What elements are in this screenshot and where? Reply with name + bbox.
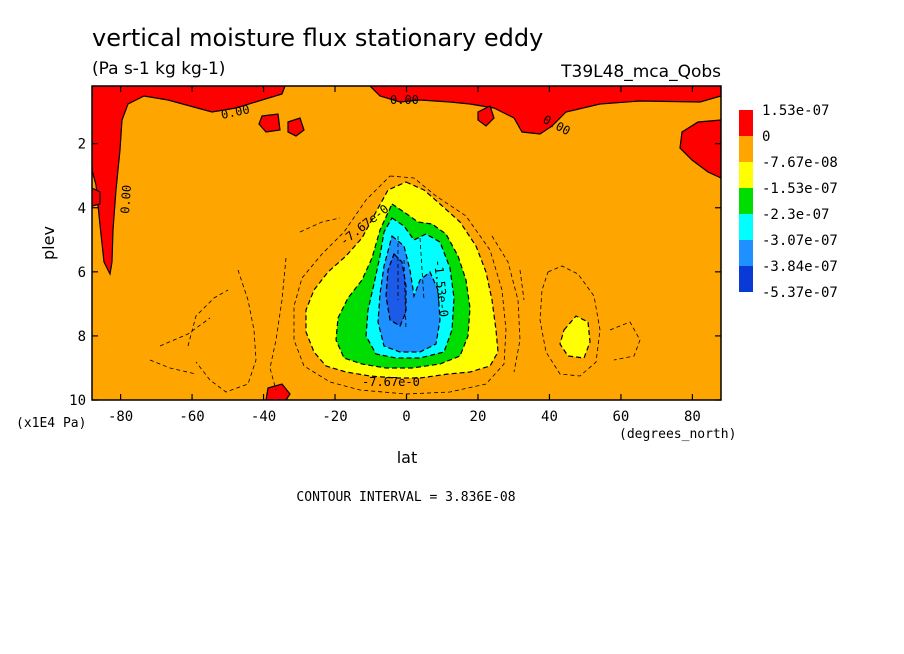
x-axis-label: lat xyxy=(397,448,418,467)
contour-line xyxy=(397,236,425,331)
positive-region xyxy=(369,86,721,135)
x-tick-label: -80 xyxy=(108,409,133,425)
x-tick-label: 40 xyxy=(541,409,558,425)
legend-swatch xyxy=(739,188,753,214)
legend-label: 0 xyxy=(762,129,770,145)
legend-swatch xyxy=(739,266,753,292)
contour-label: 0.00 xyxy=(390,93,419,107)
legend-label: -2.3e-07 xyxy=(762,207,829,223)
chart-title: vertical moisture flux stationary eddy xyxy=(92,24,543,52)
positive-region xyxy=(265,383,291,400)
legend-label: -1.53e-07 xyxy=(762,181,838,197)
positive-region xyxy=(92,86,286,276)
y-axis: 2 4 6 8 10 xyxy=(69,137,721,409)
x-tick-label: -40 xyxy=(251,409,276,425)
positive-region xyxy=(92,187,101,207)
legend-label: 1.53e-07 xyxy=(762,103,829,119)
legend-swatch xyxy=(739,136,753,162)
contour-line xyxy=(539,265,601,377)
positive-region xyxy=(287,117,305,137)
legend-swatch xyxy=(739,110,753,136)
x-axis-units: (degrees_north) xyxy=(619,427,736,442)
x-axis: -80 -60 -40 -20 0 20 40 60 80 xyxy=(108,86,701,425)
positive-region xyxy=(679,119,721,179)
x-tick-label: 80 xyxy=(684,409,701,425)
y-tick-label: 4 xyxy=(78,201,86,217)
y-tick-label: 8 xyxy=(78,329,86,345)
level5-region xyxy=(385,252,407,327)
contour-line xyxy=(149,317,211,375)
legend-swatch xyxy=(739,240,753,266)
contour-label: -7.67e-0 xyxy=(362,375,420,389)
contour-label: -1.53e-0 xyxy=(431,259,451,318)
y-tick-label: 2 xyxy=(78,137,86,153)
contour-line xyxy=(269,217,521,391)
contour-field xyxy=(92,86,721,400)
y-tick-label: 10 xyxy=(69,393,86,409)
y-axis-label: plev xyxy=(39,226,58,260)
x-tick-label: 0 xyxy=(402,409,410,425)
level1-region xyxy=(559,315,591,359)
contour-line xyxy=(519,269,641,361)
chart-units: (Pa s-1 kg kg-1) xyxy=(92,59,225,79)
contour-label: 0.00 xyxy=(220,102,251,122)
positive-region xyxy=(477,105,495,127)
legend-label: -3.07e-07 xyxy=(762,233,838,249)
legend-swatch xyxy=(739,214,753,240)
x-tick-label: -20 xyxy=(322,409,347,425)
x-tick-label: 60 xyxy=(613,409,630,425)
legend-label: -7.67e-08 xyxy=(762,155,838,171)
legend-label: -3.84e-07 xyxy=(762,259,838,275)
run-label: T39L48_mca_Qobs xyxy=(560,62,721,82)
x-tick-label: -60 xyxy=(179,409,204,425)
contour-interval: CONTOUR INTERVAL = 3.836E-08 xyxy=(296,490,515,505)
y-tick-label: 6 xyxy=(78,265,86,281)
contour-label: 0.00 xyxy=(118,184,134,214)
color-legend: 1.53e-07 0 -7.67e-08 -1.53e-07 -2.3e-07 -3.07… xyxy=(739,103,838,301)
legend-swatch xyxy=(739,162,753,188)
y-axis-units: (x1E4 Pa) xyxy=(16,416,86,431)
x-tick-label: 20 xyxy=(470,409,487,425)
positive-region xyxy=(258,113,281,133)
legend-label: -5.37e-07 xyxy=(762,285,838,301)
